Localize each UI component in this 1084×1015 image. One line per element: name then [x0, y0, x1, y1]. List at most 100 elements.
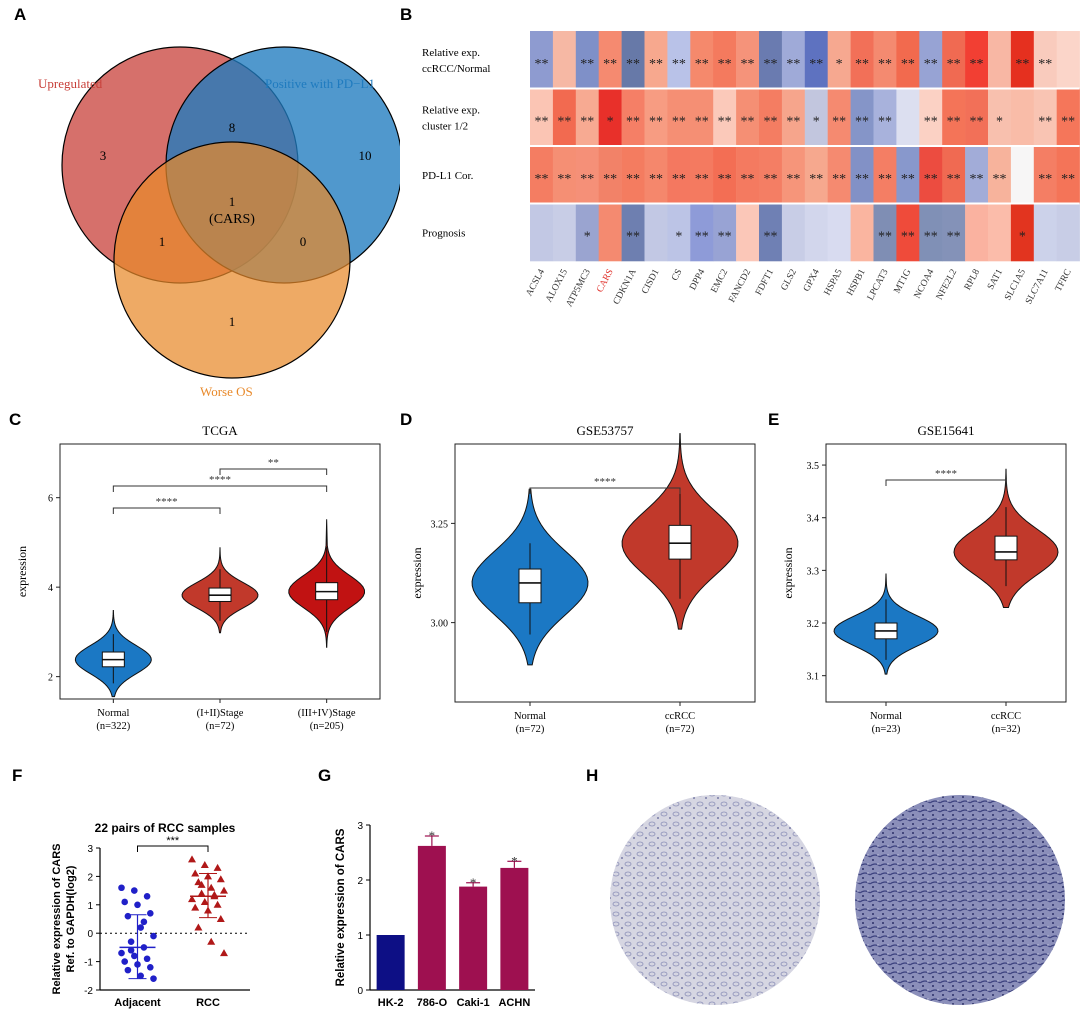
significance-bracket — [137, 845, 209, 852]
heatmap-star: ** — [855, 114, 869, 129]
heatmap-star: ** — [603, 57, 617, 72]
heatmap-star: * — [813, 114, 820, 129]
heatmap-column-label: DPP4 — [688, 268, 707, 292]
heatmap-cell — [713, 31, 737, 89]
data-point-rcc — [197, 889, 206, 897]
significance-bracket — [219, 468, 328, 475]
significance-bracket — [529, 487, 681, 494]
heatmap-row-label: PD-L1 Cor. — [422, 170, 474, 182]
heatmap-star: ** — [901, 172, 915, 187]
heatmap-cell — [1033, 146, 1057, 204]
data-point-rcc — [188, 855, 196, 863]
significance-label: **** — [935, 468, 957, 480]
heatmap-cell — [1056, 203, 1080, 262]
heatmap-cell — [759, 88, 783, 147]
heatmap-cell — [575, 31, 599, 89]
y-tick-label: 3.1 — [807, 672, 820, 683]
heatmap-star: * — [675, 229, 682, 244]
y-tick-label: 3.4 — [807, 514, 820, 525]
heatmap-cell — [530, 203, 554, 262]
y-tick-label: 4 — [48, 583, 53, 594]
heatmap-star: * — [1019, 229, 1026, 244]
heatmap-star: ** — [603, 172, 617, 187]
heatmap-cell — [850, 146, 874, 204]
heatmap-star: ** — [947, 229, 961, 244]
heatmap-star: ** — [649, 57, 663, 72]
heatmap-star: ** — [626, 229, 640, 244]
heatmap-cell — [644, 31, 668, 89]
data-point-adjacent — [118, 884, 125, 892]
y-tick-label: 3.2 — [807, 619, 820, 630]
heatmap-cell — [1010, 88, 1035, 147]
heatmap-star: ** — [626, 114, 640, 129]
significance-bracket — [885, 479, 1007, 486]
heatmap-star: ** — [786, 172, 800, 187]
data-point-rcc — [197, 880, 206, 888]
data-point-adjacent — [150, 932, 157, 940]
heatmap-star: ** — [901, 229, 915, 244]
y-axis-label: Ref. to GAPDH(log2) — [65, 865, 77, 972]
x-tick-label: (III+IV)Stage — [298, 708, 356, 719]
data-point-adjacent — [127, 938, 135, 946]
heatmap-star: ** — [580, 57, 594, 72]
panel-letter-a: A — [14, 5, 27, 24]
heatmap-cell — [827, 88, 851, 147]
heatmap-cell — [896, 203, 920, 262]
data-point-rcc — [200, 861, 209, 869]
data-point-adjacent — [124, 966, 132, 974]
heatmap-column-label: CARS — [595, 268, 615, 295]
heatmap-cell — [690, 88, 714, 147]
x-tick-label: HK-2 — [378, 997, 404, 1009]
data-point-adjacent — [121, 898, 128, 906]
data-point-adjacent — [124, 912, 132, 920]
heatmap-cell — [827, 31, 851, 89]
heatmap-cell — [919, 31, 943, 89]
heatmap-cell — [575, 146, 599, 204]
heatmap-cell — [667, 146, 691, 204]
significance-label: ** — [268, 457, 279, 469]
significance-bracket — [112, 485, 328, 492]
heatmap-star: ** — [809, 57, 823, 72]
heatmap-cell — [621, 88, 645, 147]
heatmap-cell — [690, 203, 714, 262]
data-point-adjacent — [140, 918, 148, 926]
data-point-rcc — [191, 903, 200, 911]
tissue-core-normal — [610, 795, 820, 1005]
panel-letter-h: H — [586, 766, 599, 785]
heatmap-cell — [1010, 203, 1035, 262]
panel-letter-d: D — [400, 410, 413, 429]
venn-circle-worse-os — [113, 141, 351, 379]
heatmap-star: * — [836, 57, 843, 72]
heatmap-column-label: CDKN1A — [612, 268, 639, 307]
data-point-adjacent — [134, 901, 141, 909]
heatmap-star: ** — [649, 172, 663, 187]
bar — [376, 935, 405, 990]
x-tick-label: RCC — [196, 997, 220, 1009]
chart-title: GSE53757 — [576, 423, 634, 438]
heatmap-star: ** — [763, 229, 777, 244]
heatmap-star: ** — [970, 114, 984, 129]
heatmap-star: ** — [695, 57, 709, 72]
heatmap-star: ** — [649, 114, 663, 129]
heatmap-star: ** — [1061, 172, 1075, 187]
heatmap-star: ** — [924, 229, 938, 244]
heatmap-star: ** — [741, 172, 755, 187]
heatmap-column-label: SLC1A5 — [1003, 268, 1028, 303]
heatmap-cell — [759, 203, 783, 262]
x-tick-n: (n=32) — [992, 724, 1021, 735]
significance-label: * — [511, 853, 518, 868]
x-tick-label: Normal — [514, 711, 546, 722]
heatmap-cell — [621, 31, 645, 89]
heatmap-cell — [759, 146, 783, 204]
chart-title: 22 pairs of RCC samples — [95, 821, 236, 835]
heatmap-star: ** — [947, 172, 961, 187]
heatmap-star: ** — [534, 114, 548, 129]
heatmap-star: ** — [924, 172, 938, 187]
heatmap-star: ** — [718, 229, 732, 244]
plot-frame — [454, 443, 756, 703]
heatmap-cell — [1010, 31, 1035, 89]
heatmap-star: ** — [763, 114, 777, 129]
heatmap: Relative exp. ccRCC/Normal Relative exp. cl… — [422, 31, 1080, 309]
heatmap-cell — [667, 31, 691, 89]
heatmap-cell — [1056, 88, 1080, 147]
